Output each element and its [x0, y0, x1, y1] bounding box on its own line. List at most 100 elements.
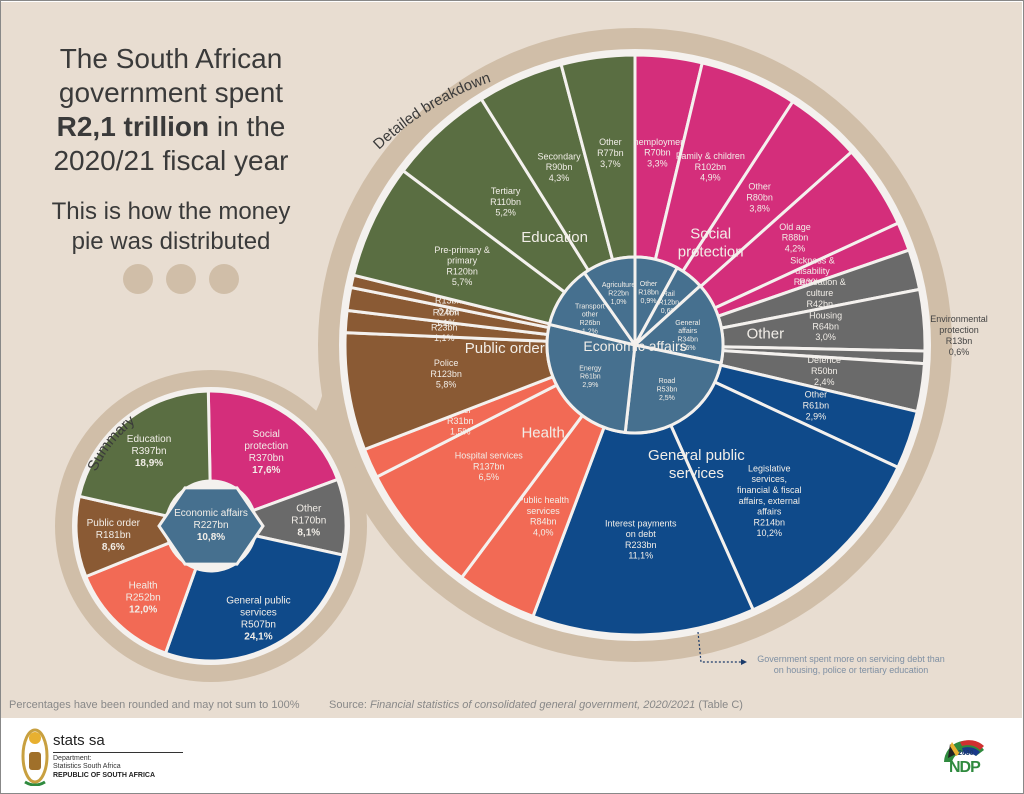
detail-group-label-public-order-line: Public order: [465, 340, 545, 357]
detail-label-general-public-services-legislative-services-financial-fiscal-affairs-external-affairs-line: 10,2%: [756, 528, 782, 538]
detail-group-label-general-public-services-line: General public: [648, 447, 745, 464]
detail-label-social-protection-sickness-disability-line: Sickness &: [790, 255, 835, 265]
detail-label-education-other-line: Other: [599, 137, 622, 147]
logo-bar: [0, 718, 1024, 794]
summary-label-public-order-line: Public order: [87, 518, 141, 529]
detail-label-economic-affairs-transport-other-line: other: [582, 312, 599, 319]
environmental-label-line: 0,6%: [949, 347, 970, 357]
headline-line-1: The South African: [59, 43, 283, 74]
detail-label-education-secondary-line: Secondary: [538, 151, 582, 161]
detail-label-general-public-services-interest-payments-on-debt-line: Interest payments: [605, 518, 677, 528]
detail-label-economic-affairs-transport-other-line: Transport: [575, 303, 605, 310]
detail-slice-economic-affairs-road: [623, 343, 723, 435]
detail-label-general-public-services-interest-payments-on-debt: Interest payments on debt R233bn 11,1%: [605, 518, 677, 560]
detail-label-health-hospital-services-line: R137bn: [473, 461, 505, 471]
summary-label-other-line: R170bn: [291, 515, 326, 526]
summary-label-social-protection-line: 17,6%: [252, 465, 280, 476]
decor-dot: [123, 264, 153, 294]
detail-pie: Unemployment R70bn 3,3%Family & children R1…: [343, 53, 988, 637]
stats-sa-name: stats sa: [53, 732, 105, 749]
detail-label-education-tertiary: Tertiary R110bn 5,2%: [490, 186, 521, 218]
summary-label-public-order-line: R181bn: [96, 530, 131, 541]
summary-label-social-protection-line: Social: [253, 429, 280, 440]
callout-arrow-icon: [741, 659, 747, 665]
summary-label-other-line: 8,1%: [297, 527, 320, 538]
summary-label-other-line: Other: [296, 503, 322, 514]
detail-label-economic-affairs-energy-line: Energy: [579, 365, 602, 372]
detail-label-social-protection-other-line: R80bn: [746, 193, 773, 203]
decor-dot: [209, 264, 239, 294]
detail-label-general-public-services-interest-payments-on-debt-line: R233bn: [625, 540, 657, 550]
detail-label-general-public-services-legislative-services-financial-fiscal-affairs-external-affairs: Legislative services, financial & fiscal af…: [737, 463, 802, 538]
summary-label-education-line: 18,9%: [135, 458, 163, 469]
source-note: Source: Financial statistics of consolid…: [329, 699, 743, 711]
detail-label-education-pre-primary-primary: Pre-primary & primary R120bn 5,7%: [434, 245, 490, 287]
detail-label-economic-affairs-general-affairs: General affairs R34bn 1,6%: [675, 320, 700, 352]
summary-label-other: Other R170bn 8,1%: [291, 503, 326, 538]
detail-slice-economic-affairs-energy: [545, 322, 637, 435]
detail-label-other-recreation-culture-line: Recreation &: [794, 277, 846, 287]
subheadline-line-2: pie was distributed: [71, 228, 271, 255]
detail-label-education-pre-primary-primary-line: primary: [447, 256, 478, 266]
headline-line-4: 2020/21 fiscal year: [53, 145, 289, 176]
detail-label-health-public-health-services: Public health services R84bn 4,0%: [517, 495, 569, 537]
environmental-pointer-icon: [909, 323, 922, 341]
detail-label-health-hospital-services-line: 6,5%: [479, 472, 500, 482]
detail-label-health-public-health-services-line: Public health: [517, 495, 569, 505]
detail-label-education-other-line: R77bn: [597, 148, 624, 158]
source-title: Financial statistics of consolidated gen…: [369, 699, 696, 711]
detail-label-general-public-services-legislative-services-financial-fiscal-affairs-external-affairs-line: R214bn: [753, 517, 785, 527]
detail-label-other-recreation-culture-line: culture: [806, 288, 833, 298]
detail-label-general-public-services-other-line: Other: [805, 390, 828, 400]
summary-label-economic-affairs-line: Economic affairs: [174, 508, 248, 519]
detail-label-economic-affairs-other-line: 0,9%: [641, 298, 657, 305]
detail-label-economic-affairs-rail: Rail R12bn 0,6%: [658, 291, 679, 315]
summary-label-economic-affairs-line: R227bn: [193, 520, 228, 531]
summary-label-education-line: R397bn: [132, 446, 167, 457]
ring-connector: [301, 342, 346, 432]
detail-label-economic-affairs-general-affairs-line: General: [675, 320, 700, 327]
detail-label-other-defence-line: 2,4%: [814, 377, 835, 387]
summary-slice-economic-affairs: [157, 486, 265, 566]
detail-label-public-order-police-line: R123bn: [430, 369, 462, 379]
detail-label-public-order-courts-line: R23bn: [431, 322, 458, 332]
detail-label-education-other-line: 3,7%: [600, 159, 621, 169]
dept-line-2: Statistics South Africa: [53, 763, 121, 770]
summary-label-social-protection-line: R370bn: [249, 453, 284, 464]
detail-group-label-public-order: Public order: [465, 340, 545, 357]
detail-label-economic-affairs-other-line: R18bn: [638, 290, 659, 297]
republic-label: REPUBLIC OF SOUTH AFRICA: [53, 772, 156, 779]
summary-label-public-order: Public order R181bn 8,6%: [87, 518, 141, 553]
detail-label-general-public-services-legislative-services-financial-fiscal-affairs-external-affairs-line: services,: [752, 474, 788, 484]
detail-slice-economic-affairs-general-affairs: [631, 283, 725, 365]
detail-label-general-public-services-legislative-services-financial-fiscal-affairs-external-affairs-line: affairs: [757, 507, 782, 517]
detail-label-education-secondary: Secondary R90bn 4,3%: [538, 151, 582, 183]
detail-label-economic-affairs-energy: Energy R61bn 2,9%: [579, 365, 602, 389]
coat-of-arms-icon: [21, 728, 49, 786]
detail-label-public-order-courts-line: 1,1%: [434, 333, 455, 343]
summary-label-health-line: R252bn: [126, 593, 161, 604]
detail-label-social-protection-unemployment-line: 3,3%: [647, 159, 668, 169]
summary-label-general-public-services-line: General public: [226, 596, 290, 607]
detail-label-economic-affairs-agriculture-line: Agriculture: [602, 282, 636, 289]
decor-dot: [166, 264, 196, 294]
detail-label-economic-affairs-road: Road R53bn 2,5%: [657, 378, 678, 402]
source-prefix: Source:: [329, 699, 370, 711]
summary-label-general-public-services-line: R507bn: [241, 620, 276, 631]
detail-label-environmental-protection: Environmental protection R13bn 0,6%: [930, 314, 988, 357]
summary-pie: Social protection R370bn 17,6%Other R170bn 8,…: [74, 389, 348, 663]
detail-label-economic-affairs-road-line: Road: [659, 378, 676, 385]
detail-label-public-order-police: Police R123bn 5,8%: [430, 358, 462, 390]
detail-label-health-public-health-services-line: services: [527, 506, 561, 516]
environmental-label-line: protection: [939, 325, 979, 335]
detail-label-education-pre-primary-primary-line: Pre-primary &: [434, 245, 490, 255]
environmental-label-line: Environmental: [930, 314, 988, 324]
summary-label-social-protection: Social protection R370bn 17,6%: [244, 429, 288, 476]
detail-group-label-general-public-services: General public services: [648, 447, 745, 482]
detail-label-economic-affairs-agriculture: Agriculture R22bn 1,0%: [602, 282, 636, 306]
detail-label-economic-affairs-general-affairs-line: 1,6%: [680, 345, 696, 352]
headline-line-2: government spent: [58, 77, 284, 108]
detail-label-social-protection-family-children-line: 4,9%: [700, 173, 721, 183]
detail-group-label-general-public-services-line: services: [669, 465, 724, 482]
summary-label-general-public-services-line: 24,1%: [244, 632, 272, 643]
